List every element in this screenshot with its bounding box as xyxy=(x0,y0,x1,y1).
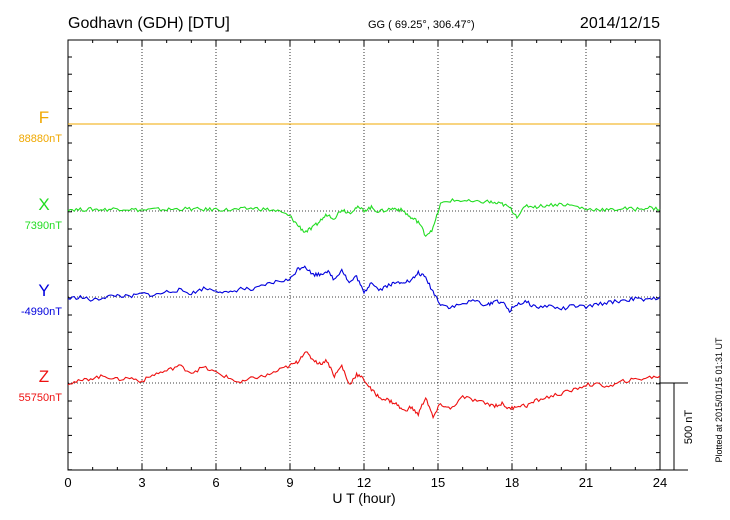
scale-bar: 500 nT xyxy=(660,382,695,471)
series-line-x xyxy=(67,197,661,237)
labels-layer: F 88880nT X 7390nT Y -4990nT Z 55750nT xyxy=(19,108,63,404)
date-label: 2014/12/15 xyxy=(580,15,660,32)
series-baseline-label-f: 88880nT xyxy=(19,133,63,145)
series-line-z xyxy=(67,351,661,420)
series-name-z: Z xyxy=(39,367,49,386)
series-baseline-label-x: 7390nT xyxy=(25,220,63,232)
x-tick-label-6: 6 xyxy=(212,475,219,490)
x-tick-label-9: 9 xyxy=(286,475,293,490)
scale-bar-label: 500 nT xyxy=(683,410,695,445)
plotted-at-label: Plotted at 2015/01/15 01:31 UT xyxy=(714,337,724,463)
x-tick-label-21: 21 xyxy=(579,475,593,490)
x-tick-label-0: 0 xyxy=(64,475,71,490)
series-baseline-label-z: 55750nT xyxy=(19,392,63,404)
series-layer xyxy=(67,123,661,420)
station-title: Godhavn (GDH) [DTU] xyxy=(68,15,230,32)
series-name-y: Y xyxy=(38,281,49,300)
plot-frame xyxy=(67,39,661,471)
x-tick-label-18: 18 xyxy=(505,475,519,490)
series-name-x: X xyxy=(38,195,49,214)
ticks-layer: 0 3 6 9 12 15 18 21 24 xyxy=(64,40,667,490)
x-tick-label-24: 24 xyxy=(653,475,667,490)
x-axis-label: U T (hour) xyxy=(332,490,395,506)
x-tick-label-12: 12 xyxy=(357,475,371,490)
x-tick-label-15: 15 xyxy=(431,475,445,490)
x-tick-label-3: 3 xyxy=(138,475,145,490)
series-name-f: F xyxy=(39,108,49,127)
series-baseline-label-y: -4990nT xyxy=(21,306,62,318)
series-line-y xyxy=(67,265,661,313)
grid-layer xyxy=(68,40,660,470)
coordinates-label: GG ( 69.25°, 306.47°) xyxy=(368,19,475,31)
